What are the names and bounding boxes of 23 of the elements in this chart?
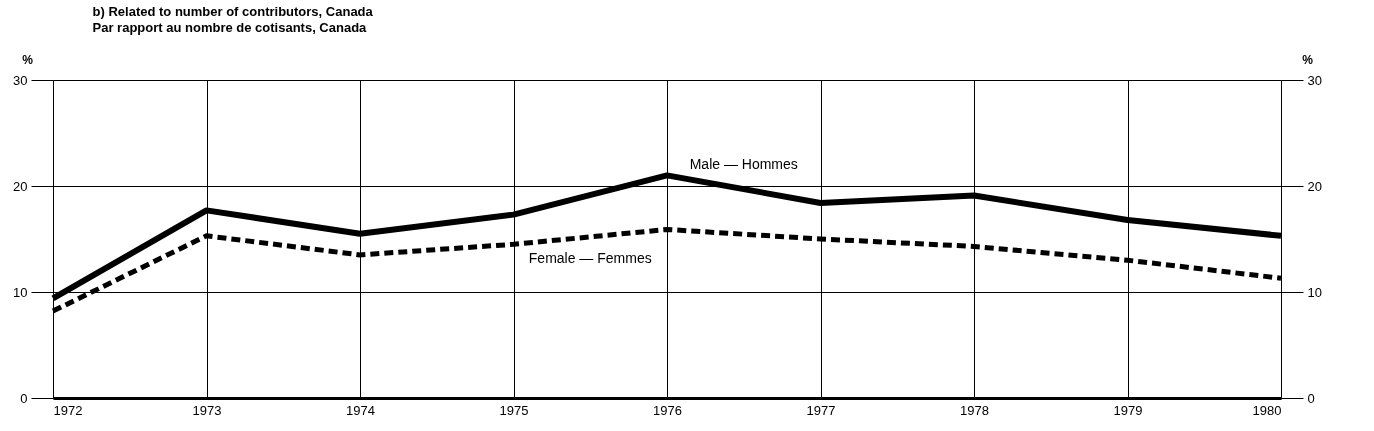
y-tick-label: 10	[13, 284, 28, 300]
series-label: Female — Femmes	[528, 249, 652, 266]
y-tick-label: 20	[13, 178, 28, 194]
y2-tick-label: 10	[1307, 284, 1322, 300]
y-tick-label: 0	[20, 390, 28, 406]
x-tick-label: 1978	[960, 402, 989, 418]
series-label: Male — Hommes	[689, 156, 798, 173]
chart-title: b) Related to number of contributors, Canada	[92, 4, 374, 19]
x-tick-label: 1975	[499, 402, 529, 418]
y-axis-title: %	[22, 52, 34, 67]
y-tick-label: 30	[13, 72, 28, 88]
y2-tick-label: 30	[1307, 72, 1322, 88]
x-tick-label: 1980	[1252, 402, 1282, 418]
y2-axis-title: %	[1302, 52, 1314, 67]
x-tick-label: 1972	[53, 402, 83, 418]
y2-tick-label: 0	[1307, 390, 1315, 406]
x-tick-label: 1973	[192, 402, 222, 418]
x-tick-label: 1976	[653, 402, 682, 418]
y2-tick-label: 20	[1307, 178, 1322, 194]
chart-subtitle: Par rapport au nombre de cotisants, Canada	[92, 20, 368, 35]
x-tick-label: 1977	[806, 402, 836, 418]
x-tick-label: 1979	[1113, 402, 1143, 418]
x-tick-label: 1974	[346, 402, 375, 418]
